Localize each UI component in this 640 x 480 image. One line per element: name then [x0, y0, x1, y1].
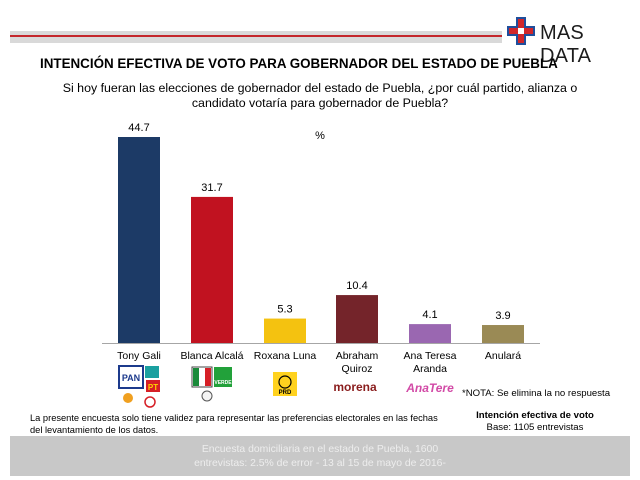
- category-label-4-0: Ana Teresa: [404, 350, 457, 362]
- category-label-1-0: Blanca Alcalá: [180, 350, 243, 362]
- category-label-2-0: Roxana Luna: [254, 350, 317, 362]
- category-label-0-0: Tony Gali: [117, 350, 161, 362]
- bar-4: [409, 324, 451, 343]
- chart-title: INTENCIÓN EFECTIVA DE VOTO PARA GOBERNAD…: [40, 56, 558, 71]
- bar-0: [118, 137, 160, 343]
- category-label-4-1: Aranda: [413, 363, 447, 375]
- data-label-3: 10.4: [346, 280, 367, 292]
- data-label-4: 4.1: [422, 309, 437, 321]
- category-label-5-0: Anulará: [485, 350, 521, 362]
- nota-no-respuesta: *NOTA: Se elimina la no respuesta: [462, 388, 611, 399]
- data-label-1: 31.7: [201, 182, 222, 194]
- data-label-5: 3.9: [495, 310, 510, 322]
- brand-name: MAS DATA: [540, 22, 592, 67]
- base-value: Base: 1105 entrevistas: [486, 422, 584, 433]
- brand-logo: MAS DATA: [506, 16, 630, 67]
- data-label-2: 5.3: [277, 304, 292, 316]
- category-label-3-1: Quiroz: [342, 363, 373, 375]
- category-label-3-0: Abraham: [336, 350, 379, 362]
- bar-3: [336, 295, 378, 343]
- base-title: Intención efectiva de voto: [476, 410, 594, 421]
- footer-text: Encuesta domiciliaria en el estado de Pu…: [10, 443, 630, 471]
- footer-line-1: Encuesta domiciliaria en el estado de Pu…: [201, 444, 439, 455]
- header-divider: [10, 31, 502, 43]
- footer-panel: Encuesta domiciliaria en el estado de Pu…: [10, 436, 630, 476]
- footer-line-2: entrevistas: 2.5% de error - 13 al 15 de…: [194, 458, 446, 469]
- bar-2: [264, 318, 306, 343]
- bar-5: [482, 325, 524, 343]
- cross-icon: [507, 17, 535, 45]
- validity-note: La presente encuesta solo tiene validez …: [30, 413, 438, 435]
- bar-1: [191, 196, 233, 343]
- data-label-0: 44.7: [128, 122, 149, 134]
- base-info: Intención efectiva de voto Base: 1105 en…: [470, 410, 600, 434]
- unit-label: %: [315, 130, 325, 142]
- chart-subtitle: Si hoy fueran las elecciones de gobernad…: [62, 81, 578, 110]
